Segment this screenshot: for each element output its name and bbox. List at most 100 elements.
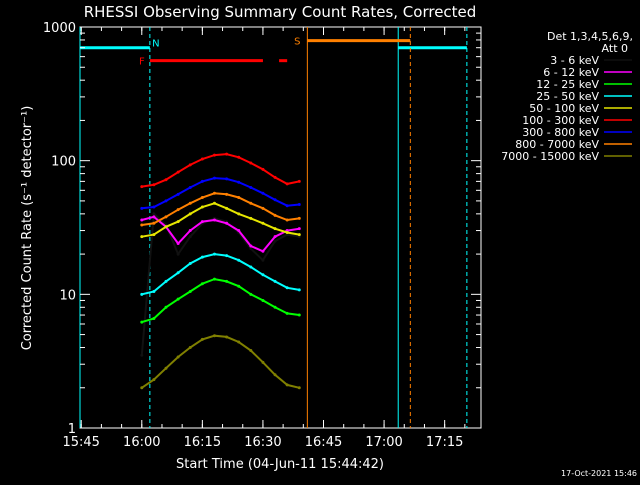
series-7-point-9: [249, 201, 253, 205]
series-3-point-0: [140, 292, 144, 296]
series-2-point-3: [176, 297, 180, 301]
series-6-point-9: [249, 185, 253, 189]
legend-entry-7: 800 - 7000 keV: [515, 138, 599, 151]
series-4-point-5: [200, 205, 204, 209]
series-5-point-8: [237, 155, 241, 159]
series-8-point-0: [140, 386, 144, 390]
series-3-point-1: [152, 290, 156, 294]
series-4-point-10: [261, 221, 265, 225]
series-4-point-2: [164, 225, 168, 229]
x-axis: 15:45 16:00 16:15 16:30 16:45 17:00 17:15: [62, 27, 466, 450]
series-0-point-1: [152, 212, 156, 216]
x-tick-label: 17:15: [426, 435, 463, 450]
legend-entry-8: 7000 - 15000 keV: [501, 150, 599, 163]
series-6-point-8: [237, 180, 241, 184]
series-5-point-1: [152, 183, 156, 187]
timestamp: 17-Oct-2021 15:46: [561, 469, 637, 478]
series-1-point-0: [140, 218, 144, 222]
legend-header-detectors: Det 1,3,4,5,6,9,: [547, 30, 633, 43]
series-7-point-10: [261, 206, 265, 210]
series-2-point-9: [249, 292, 253, 296]
series-2-point-7: [225, 279, 229, 283]
series-0-point-13: [297, 235, 301, 239]
series-0-point-10: [261, 258, 265, 262]
series-6-point-1: [152, 205, 156, 209]
series-1-point-9: [249, 244, 253, 248]
series-2-point-5: [200, 282, 204, 286]
series-8-point-3: [176, 355, 180, 359]
series-2-point-4: [188, 290, 192, 294]
series-5-point-6: [212, 153, 216, 157]
series-5-point-5: [200, 157, 204, 161]
y-axis-label: Corrected Count Rate (s⁻¹ detector⁻¹): [20, 106, 35, 351]
series-4-point-0: [140, 235, 144, 239]
y-tick-label: 1: [68, 422, 76, 437]
series-4-point-7: [225, 206, 229, 210]
series-1-point-1: [152, 215, 156, 219]
series-8-point-10: [261, 360, 265, 364]
series-2-point-6: [212, 277, 216, 281]
x-tick-label: 15:45: [62, 435, 99, 450]
legend-entry-4: 50 - 100 keV: [529, 102, 599, 115]
series-4-point-1: [152, 233, 156, 237]
series-2-point-1: [152, 316, 156, 320]
series-0-point-9: [249, 247, 253, 251]
series-6-point-3: [176, 192, 180, 196]
series-3-point-12: [285, 286, 289, 290]
plot-frame: [79, 26, 482, 429]
series-0-point-11: [273, 239, 277, 243]
series-7-point-0: [140, 223, 144, 227]
series-1-point-10: [261, 249, 265, 253]
legend-entry-6: 300 - 800 keV: [522, 126, 599, 139]
series-2-point-8: [237, 284, 241, 288]
series-5-point-9: [249, 161, 253, 165]
series-line-8: [141, 334, 300, 389]
series-2-point-2: [164, 305, 168, 309]
series-3-point-4: [188, 262, 192, 266]
series-line-2: [141, 278, 300, 324]
series-3-point-8: [237, 258, 241, 262]
series-6-point-13: [297, 202, 301, 206]
series-6-point-12: [285, 204, 289, 208]
series-line-5: [141, 153, 300, 188]
series-4-point-12: [285, 231, 289, 235]
series-3-point-2: [164, 279, 168, 283]
series-1-point-13: [297, 227, 301, 231]
legend-entry-1: 6 - 12 keV: [543, 66, 599, 79]
series-8-point-11: [273, 373, 277, 377]
x-tick-label: 16:15: [184, 435, 221, 450]
series-1-point-8: [237, 229, 241, 233]
series-1-point-5: [200, 220, 204, 224]
series-5-point-13: [297, 179, 301, 183]
series-line-7: [141, 192, 300, 226]
series-6-point-4: [188, 185, 192, 189]
series-7-point-8: [237, 196, 241, 200]
series-6-point-10: [261, 191, 265, 195]
series-5-point-12: [285, 182, 289, 186]
series-8-point-8: [237, 340, 241, 344]
series-1-point-3: [176, 242, 180, 246]
legend-entry-3: 25 - 50 keV: [536, 90, 599, 103]
series-7-point-6: [212, 191, 216, 195]
series-5-point-7: [225, 152, 229, 156]
series-line-1: [141, 215, 300, 253]
series-1-point-7: [225, 221, 229, 225]
series-3-point-13: [297, 288, 301, 292]
series-1-point-6: [212, 218, 216, 222]
series-3-point-6: [212, 252, 216, 256]
series-7-point-4: [188, 201, 192, 205]
series-5-point-4: [188, 163, 192, 167]
series-4-point-13: [297, 233, 301, 237]
saa-marker-label: S: [294, 37, 300, 48]
series-3-point-5: [200, 255, 204, 259]
series-3-point-10: [261, 273, 265, 277]
series-2-point-10: [261, 298, 265, 302]
series-8-point-2: [164, 366, 168, 370]
series-6-point-11: [273, 198, 277, 202]
x-tick-label: 16:30: [244, 435, 281, 450]
series-4-point-3: [176, 220, 180, 224]
series-4-point-8: [237, 212, 241, 216]
series-7-point-11: [273, 213, 277, 217]
